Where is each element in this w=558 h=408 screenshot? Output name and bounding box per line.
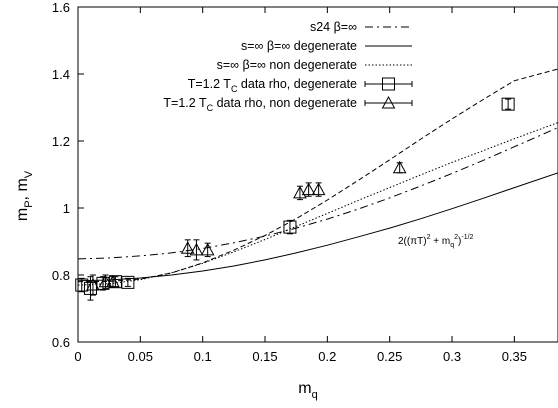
y-tick-label: 1.2 — [52, 134, 70, 149]
series-line-1 — [78, 173, 558, 281]
y-axis-title: mP, mV — [14, 170, 35, 221]
legend-label: s=∞ β=∞ degenerate — [241, 39, 357, 53]
x-tick-label: 0.25 — [377, 349, 402, 364]
legend-label-part: T=1.2 T — [163, 96, 207, 110]
formula-part-sub: q — [450, 242, 454, 249]
formula-annotation: 2((πT)2 + mq2)-1/2 — [398, 234, 474, 249]
y-axis-title-sub2: V — [23, 170, 35, 178]
series-line-0 — [78, 128, 558, 259]
axes: 0 0.05 0.1 0.15 0.2 0.25 0.3 0.35 0.6 0.8 1 1.2 1.4 1… — [52, 0, 527, 364]
legend-label-rest: data rho, degenerate — [237, 77, 357, 91]
x-axis-title: mq — [298, 380, 317, 401]
x-tick-label: 0.2 — [318, 349, 336, 364]
formula-part-mid: + m — [430, 236, 450, 247]
y-tick-label: 1.6 — [52, 0, 70, 15]
y-axis-title-main: m — [14, 208, 31, 221]
x-tick-label: 0.35 — [502, 349, 527, 364]
legend-label: s=∞ β=∞ non degenerate — [217, 58, 357, 72]
legend-label-part: s=∞ β=∞ non degenerate — [217, 58, 357, 72]
legend-label-part: s24 β=∞ — [310, 20, 357, 34]
series-line-2 — [78, 123, 558, 286]
y-tick-label: 1.4 — [52, 67, 70, 82]
formula-part-sup3: -1/2 — [461, 234, 473, 241]
x-axis-title-sub: q — [312, 389, 318, 401]
x-tick-label: 0.05 — [128, 349, 153, 364]
data-points — [76, 98, 514, 300]
legend: s24 β=∞ s=∞ β=∞ degenerate s=∞ β=∞ non deg… — [163, 20, 412, 113]
legend-label-part: s=∞ β=∞ degenerate — [241, 39, 357, 53]
formula-part-prefix: 2((πT) — [398, 236, 427, 247]
legend-label: T=1.2 TC data rho, degenerate — [188, 77, 357, 94]
x-axis-title-main: m — [298, 380, 311, 397]
y-axis-title-sub1: P — [23, 200, 35, 207]
y-tick-label: 0.6 — [52, 335, 70, 350]
y-axis-title-mid: , m — [14, 178, 31, 200]
x-tick-label: 0.15 — [252, 349, 277, 364]
x-tick-label: 0.3 — [443, 349, 461, 364]
x-tick-label: 0.1 — [194, 349, 212, 364]
y-tick-label: 0.8 — [52, 268, 70, 283]
legend-label-part: T=1.2 T — [188, 77, 232, 91]
legend-label: T=1.2 TC data rho, non degenerate — [163, 96, 357, 113]
y-tick-label: 1 — [63, 201, 70, 216]
legend-label-rest: data rho, non degenerate — [213, 96, 357, 110]
x-tick-label: 0 — [74, 349, 81, 364]
legend-label: s24 β=∞ — [310, 20, 357, 34]
